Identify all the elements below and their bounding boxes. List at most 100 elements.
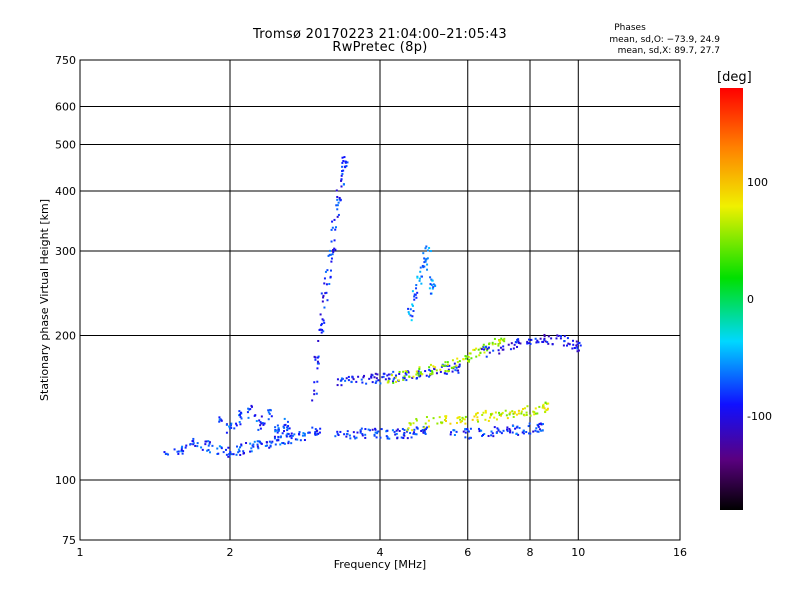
- data-point: [457, 369, 460, 372]
- data-point: [293, 433, 296, 436]
- data-point: [398, 372, 401, 375]
- data-point: [443, 372, 446, 375]
- data-point: [239, 453, 242, 456]
- data-point: [247, 416, 250, 419]
- data-point: [285, 435, 288, 438]
- data-point: [339, 430, 342, 433]
- data-point: [429, 250, 432, 253]
- data-point: [342, 160, 345, 163]
- data-point: [334, 226, 337, 229]
- data-point: [266, 444, 269, 447]
- data-point: [412, 310, 415, 313]
- data-point: [339, 199, 342, 202]
- data-point: [536, 430, 539, 433]
- data-point: [386, 374, 389, 377]
- data-point: [425, 428, 428, 431]
- data-point: [365, 382, 368, 385]
- data-point: [426, 263, 429, 266]
- data-point: [336, 432, 339, 435]
- data-point: [388, 437, 391, 440]
- data-point: [260, 415, 263, 418]
- data-point: [534, 337, 537, 340]
- data-point: [473, 415, 476, 418]
- data-point: [469, 352, 472, 355]
- data-point: [200, 446, 203, 449]
- data-point: [242, 452, 245, 455]
- data-point: [239, 446, 242, 449]
- data-point: [513, 343, 516, 346]
- data-point: [173, 448, 176, 451]
- data-point: [234, 422, 237, 425]
- data-point: [420, 282, 423, 285]
- data-point: [411, 303, 414, 306]
- data-point: [322, 330, 325, 333]
- data-point: [517, 409, 520, 412]
- data-point: [286, 426, 289, 429]
- data-point: [322, 294, 325, 297]
- data-point: [522, 432, 525, 435]
- data-point: [475, 347, 478, 350]
- plot-frame: [79, 59, 681, 541]
- phase-info-x: mean, sd,X: 89.7, 27.7: [617, 46, 720, 56]
- data-point: [509, 429, 512, 432]
- data-point: [242, 450, 245, 453]
- data-point: [546, 341, 549, 344]
- data-point: [336, 195, 339, 198]
- data-point: [407, 427, 410, 430]
- data-point: [446, 370, 449, 373]
- data-point: [289, 434, 292, 437]
- data-point: [435, 372, 438, 375]
- data-point: [556, 334, 559, 337]
- data-point: [498, 411, 501, 414]
- data-point: [401, 427, 404, 430]
- data-point: [328, 249, 331, 252]
- data-point: [446, 361, 449, 364]
- data-point: [258, 440, 261, 443]
- data-point: [436, 422, 439, 425]
- data-point: [411, 376, 414, 379]
- data-point: [427, 425, 430, 428]
- data-point: [511, 431, 514, 434]
- data-point: [498, 414, 501, 417]
- data-point: [431, 279, 434, 282]
- data-point: [467, 355, 470, 358]
- data-point: [325, 291, 328, 294]
- data-point: [527, 425, 530, 428]
- data-point: [323, 306, 326, 309]
- data-point: [428, 375, 431, 378]
- grid-lines: [80, 60, 680, 540]
- data-point: [475, 355, 478, 358]
- data-point: [512, 424, 515, 427]
- data-point: [251, 444, 254, 447]
- data-point: [525, 413, 528, 416]
- data-point: [196, 442, 199, 445]
- data-point: [398, 370, 401, 373]
- data-point: [263, 422, 266, 425]
- data-point: [344, 379, 347, 382]
- data-point: [277, 427, 280, 430]
- data-point: [546, 408, 549, 411]
- x-tick-label: 8: [527, 546, 534, 559]
- data-point: [331, 226, 334, 229]
- data-point: [464, 431, 467, 434]
- data-point: [268, 412, 271, 415]
- data-point: [325, 283, 328, 286]
- data-point: [336, 204, 339, 207]
- data-point: [364, 428, 367, 431]
- data-point: [542, 403, 545, 406]
- data-point: [446, 364, 449, 367]
- data-point: [229, 451, 232, 454]
- data-point: [547, 335, 550, 338]
- data-point: [230, 453, 233, 456]
- data-point: [407, 371, 410, 374]
- data-point: [529, 342, 532, 345]
- data-point: [532, 410, 535, 413]
- data-point: [326, 269, 329, 272]
- data-point: [513, 412, 516, 415]
- data-point: [206, 449, 209, 452]
- data-point: [410, 436, 413, 439]
- data-point: [429, 369, 432, 372]
- x-tick-label: 1: [77, 546, 84, 559]
- y-tick-label: 500: [55, 139, 76, 152]
- data-point: [403, 375, 406, 378]
